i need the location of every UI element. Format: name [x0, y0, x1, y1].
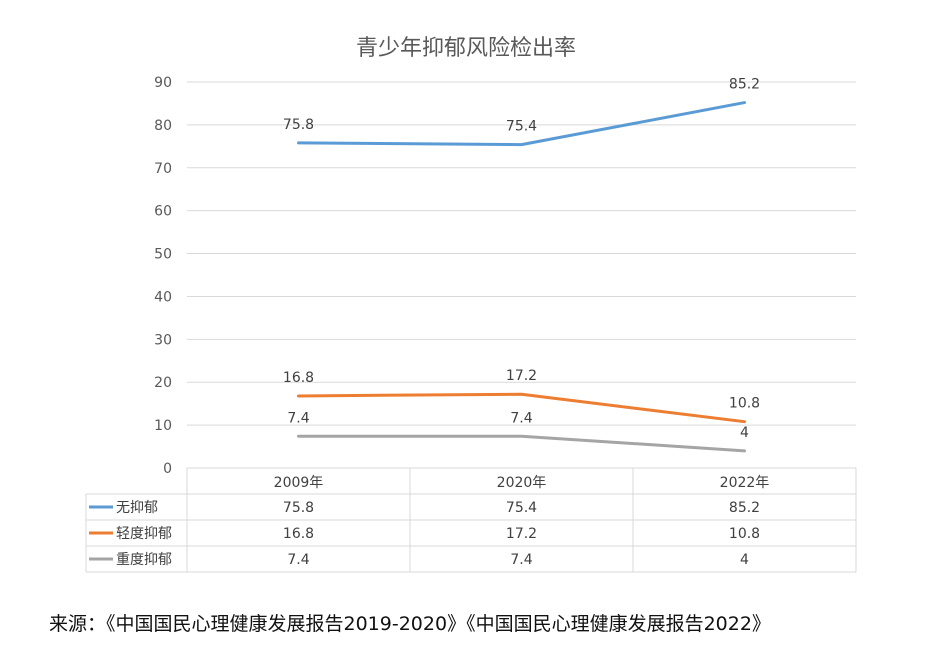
y-tick-label: 50 — [154, 247, 172, 263]
data-label: 17.2 — [506, 368, 537, 384]
x-category-label: 2022年 — [720, 475, 770, 491]
table-cell: 10.8 — [729, 526, 760, 542]
data-label: 4 — [740, 425, 749, 441]
data-labels: 75.8 75.4 85.2 16.8 17.2 10.8 7.4 7.4 4 — [283, 77, 760, 441]
chart-title: 青少年抑郁风险检出率 — [356, 36, 576, 61]
line-chart: 青少年抑郁风险检出率 0 10 20 30 40 50 60 70 80 90 75.8 75.4 8… — [85, 36, 857, 573]
x-category-label: 2020年 — [497, 475, 547, 491]
data-label: 10.8 — [729, 396, 760, 412]
series-line — [297, 434, 746, 453]
data-label: 16.8 — [283, 370, 314, 386]
data-label: 85.2 — [729, 77, 760, 93]
table-cell: 16.8 — [283, 526, 314, 542]
y-tick-label: 20 — [154, 375, 172, 391]
y-tick-label: 90 — [154, 75, 172, 91]
y-tick-label: 0 — [163, 461, 172, 477]
series-lines — [297, 101, 746, 453]
series-line — [297, 101, 746, 147]
table-cell: 75.8 — [283, 500, 314, 516]
y-tick-label: 10 — [154, 418, 172, 434]
data-label: 7.4 — [510, 410, 532, 426]
y-tick-label: 40 — [154, 289, 172, 305]
series-line — [297, 392, 746, 424]
source-note: 来源：《中国国民心理健康发展报告2019-2020》《中国国民心理健康发展报告2… — [49, 613, 771, 635]
y-tick-label: 30 — [154, 332, 172, 348]
legend-label: 重度抑郁 — [116, 552, 172, 568]
y-axis: 0 10 20 30 40 50 60 70 80 90 — [154, 75, 172, 477]
y-tick-label: 70 — [154, 161, 172, 177]
x-category-label: 2009年 — [274, 475, 324, 491]
y-tick-label: 80 — [154, 118, 172, 134]
table-cell: 17.2 — [506, 526, 537, 542]
table-cell: 85.2 — [729, 500, 760, 516]
table-cell: 4 — [740, 552, 749, 568]
y-tick-label: 60 — [154, 204, 172, 220]
legend-label: 无抑郁 — [116, 500, 158, 516]
table-cell: 75.4 — [506, 500, 537, 516]
data-label: 75.8 — [283, 117, 314, 133]
table-cell: 7.4 — [510, 552, 532, 568]
data-label: 7.4 — [287, 410, 309, 426]
table-cell: 7.4 — [287, 552, 309, 568]
data-label: 75.4 — [506, 119, 537, 135]
gridlines — [187, 81, 856, 469]
legend-label: 轻度抑郁 — [116, 526, 172, 542]
